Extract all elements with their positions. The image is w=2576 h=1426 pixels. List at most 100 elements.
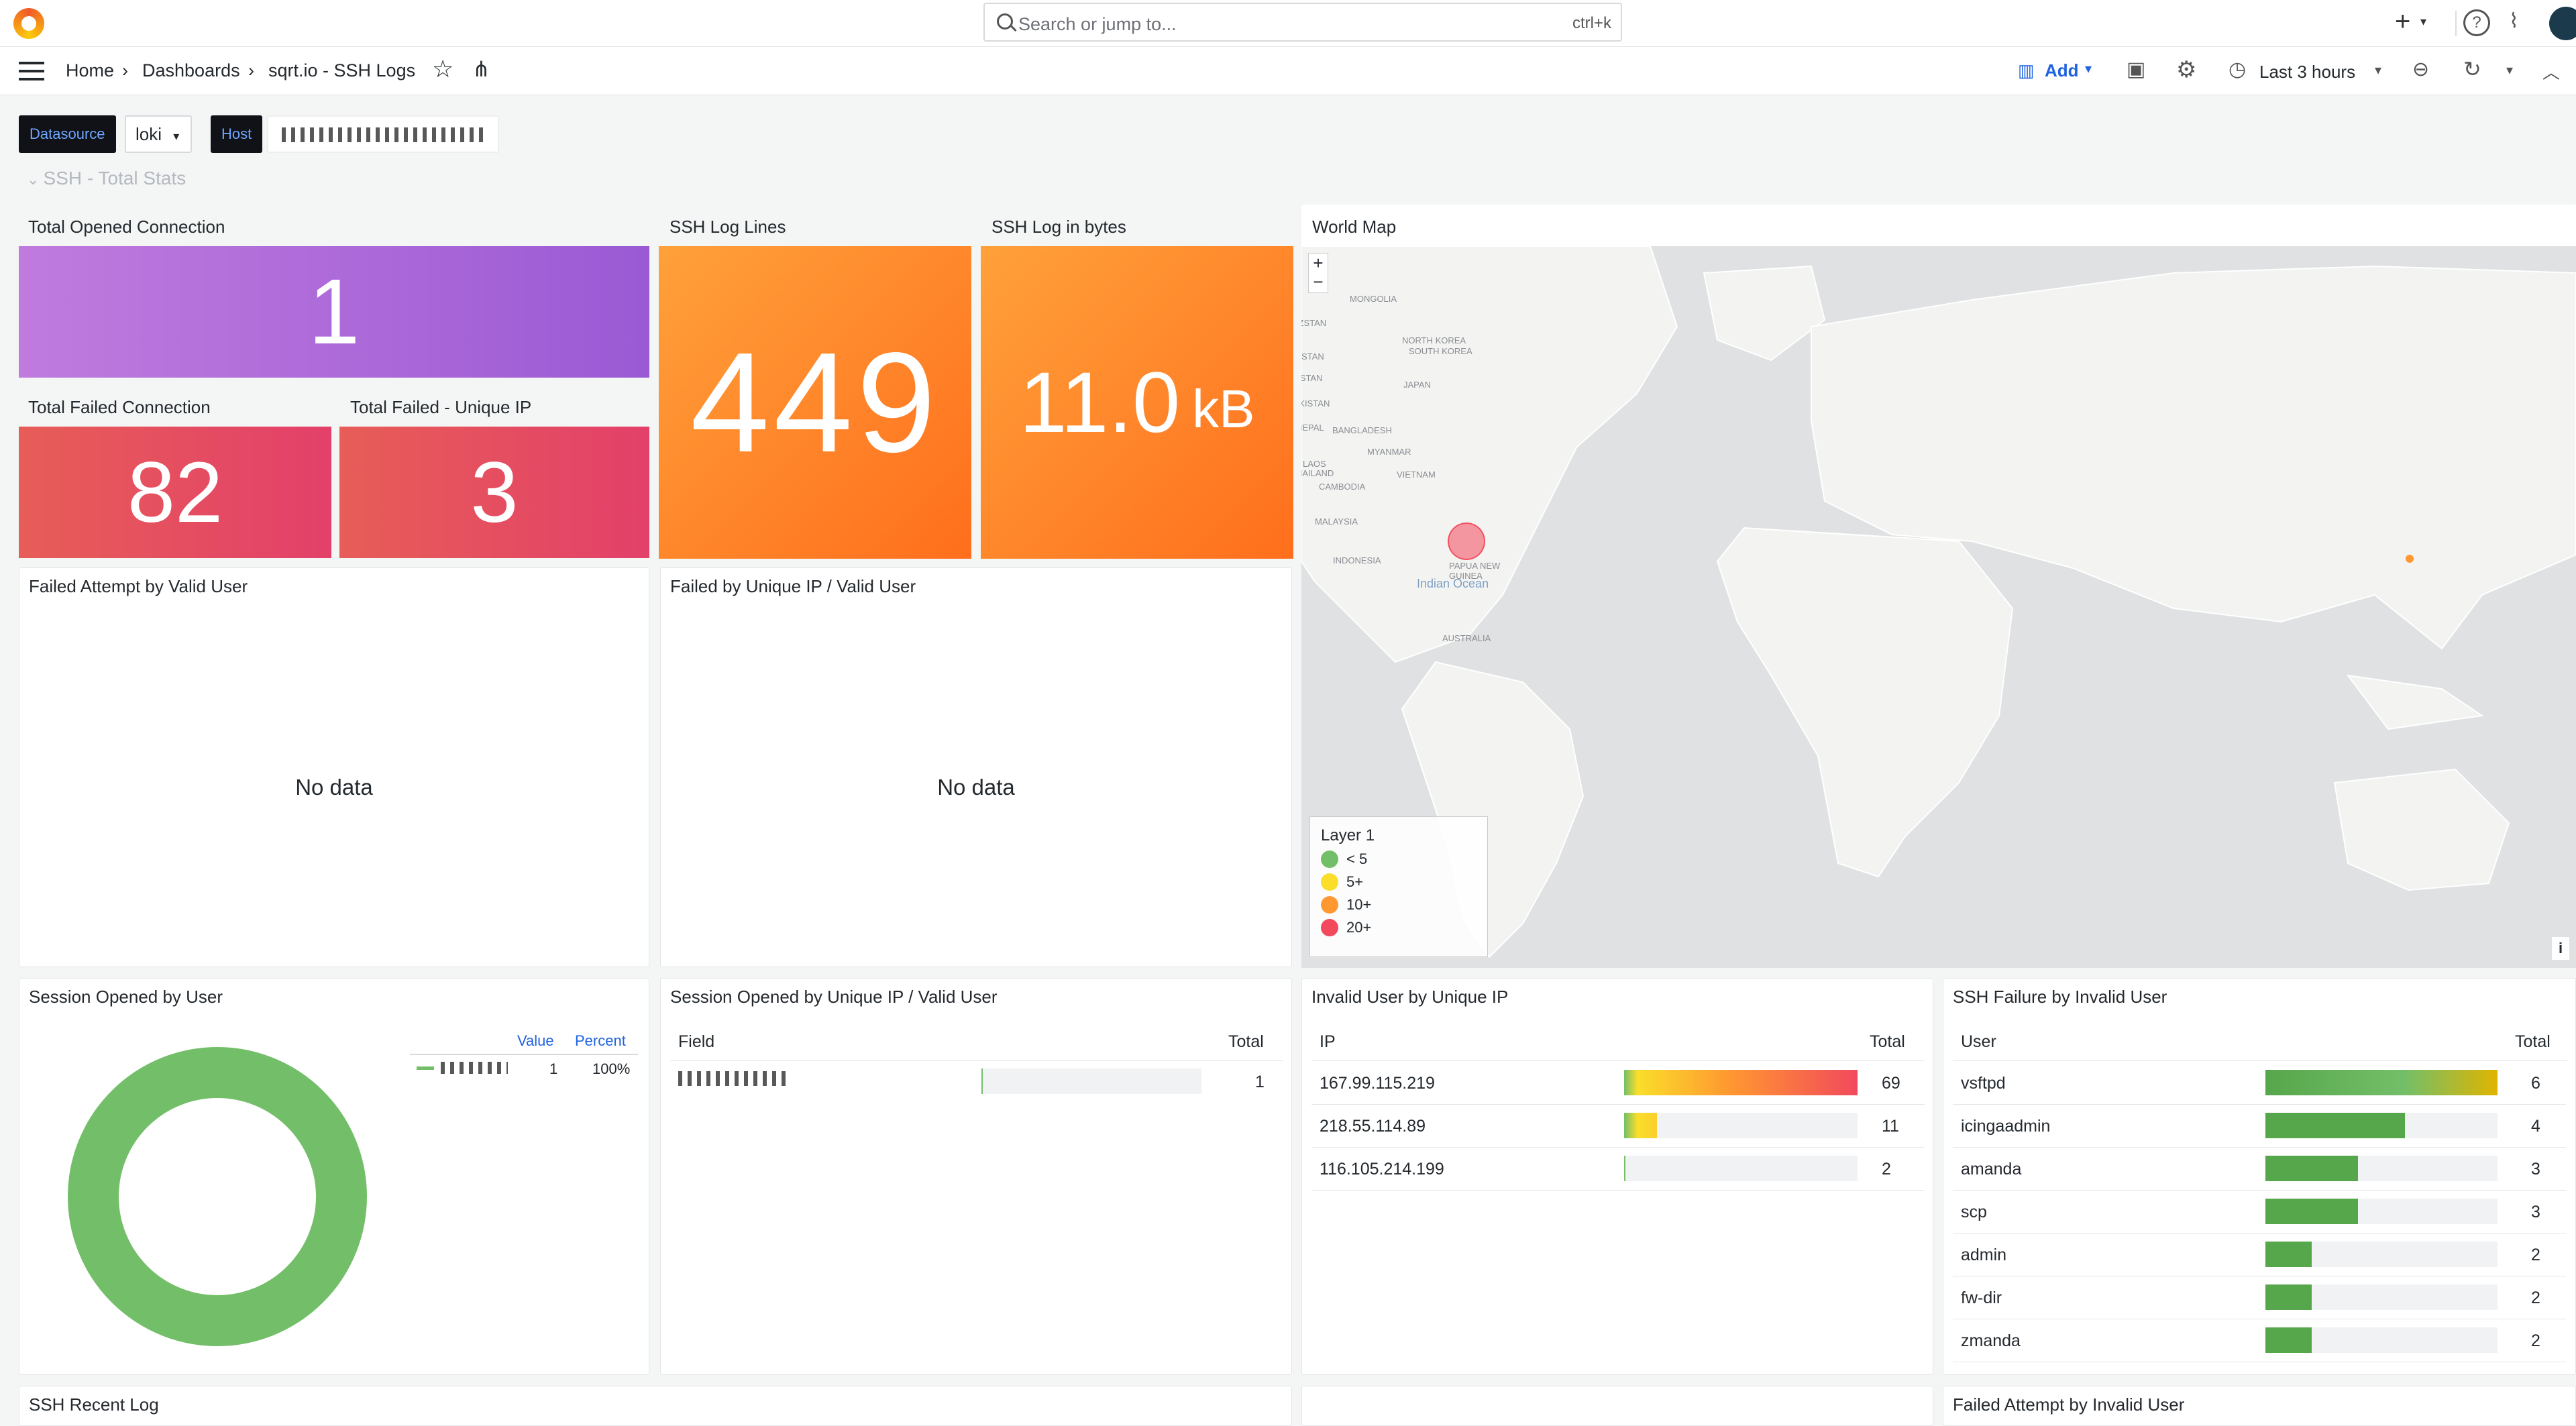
share-icon[interactable]: ⋔	[472, 56, 490, 82]
stat-value: 82	[19, 427, 331, 558]
donut-slice[interactable]	[93, 1073, 341, 1321]
row-title-text: SSH - Total Stats	[44, 168, 186, 188]
clock-icon[interactable]: ◷	[2229, 58, 2246, 81]
panel-total-failed-unique-ip[interactable]: Total Failed - Unique IP 3	[339, 385, 649, 558]
breadcrumb-home[interactable]: Home	[66, 60, 114, 81]
grafana-logo-icon[interactable]	[13, 8, 44, 39]
legend-col-value[interactable]: Value	[517, 1032, 554, 1050]
panel-title: SSH Recent Log	[29, 1394, 159, 1415]
datasource-variable-select[interactable]: loki ▾	[125, 115, 192, 153]
panel-failed-attempt-invalid-user[interactable]: Failed Attempt by Invalid User	[1943, 1386, 2576, 1426]
zoom-in-button[interactable]: +	[1309, 254, 1328, 272]
stat-unit: kB	[1192, 378, 1254, 440]
help-icon[interactable]: ?	[2463, 9, 2490, 36]
map-label: SOUTH KOREA	[1409, 346, 1472, 356]
legend-value: 1	[549, 1060, 557, 1078]
panel-failed-attempt-valid-user[interactable]: Failed Attempt by Valid User No data	[19, 567, 649, 967]
column-header-user[interactable]: User	[1961, 1032, 1996, 1052]
panel-ssh-log-lines[interactable]: SSH Log Lines 449	[659, 205, 971, 559]
chevron-down-icon[interactable]: ▾	[2506, 62, 2513, 78]
time-range-picker[interactable]: Last 3 hours	[2259, 62, 2355, 83]
panel-title: Session Opened by Unique IP / Valid User	[670, 987, 998, 1007]
panel-world-map[interactable]: World Map RUSSIAFINLANDNORWAYSWEDENICELA…	[1301, 205, 2576, 968]
map-label: INDONESIA	[1333, 555, 1381, 565]
map-label: LAOS	[1303, 459, 1326, 469]
legend-item: 5+	[1321, 873, 1477, 891]
chevron-down-icon[interactable]: ▾	[2375, 62, 2381, 78]
add-panel-icon[interactable]: ▥	[2018, 60, 2035, 81]
search-input[interactable]: Search or jump to... ctrl+k	[983, 3, 1622, 42]
new-plus-icon[interactable]: +	[2395, 7, 2410, 37]
stat-value-text: 82	[127, 443, 223, 542]
column-header-total[interactable]: Total	[1870, 1032, 1905, 1052]
legend-label: < 5	[1346, 851, 1367, 868]
host-variable-label: Host	[211, 115, 262, 153]
panel-session-opened-by-user[interactable]: Session Opened by User Value Percent 1 1…	[19, 978, 649, 1375]
panel-failed-unique-ip-valid-user[interactable]: Failed by Unique IP / Valid User No data	[660, 567, 1292, 967]
panel-total-failed-connection[interactable]: Total Failed Connection 82	[19, 385, 331, 558]
panel-session-opened-by-ip[interactable]: Session Opened by Unique IP / Valid User…	[660, 978, 1292, 1375]
chevron-down-icon[interactable]: ▾	[2085, 60, 2092, 77]
panel-total-opened-connection[interactable]: Total Opened Connection 1	[19, 205, 649, 378]
bar-fill	[2265, 1327, 2312, 1353]
table-cell-user: fw-dir	[1961, 1288, 2002, 1308]
add-button[interactable]: Add	[2045, 60, 2079, 81]
panel-ssh-recent-log[interactable]: SSH Recent Log	[19, 1386, 1292, 1426]
panel-title: Invalid User by Unique IP	[1311, 987, 1508, 1007]
bar-fill	[2265, 1284, 2312, 1310]
column-header-ip[interactable]: IP	[1320, 1032, 1336, 1052]
panel-ssh-failure-by-invalid-user[interactable]: SSH Failure by Invalid User User Total v…	[1943, 978, 2576, 1375]
datasource-value: loki	[136, 124, 162, 144]
column-header-total[interactable]: Total	[2515, 1032, 2551, 1052]
panel-title: Total Failed Connection	[28, 397, 211, 418]
legend-col-percent[interactable]: Percent	[575, 1032, 626, 1050]
save-icon[interactable]: ▣	[2127, 58, 2145, 81]
info-button[interactable]: i	[2552, 937, 2569, 960]
panel-empty[interactable]	[1301, 1386, 1933, 1426]
bar-fill	[2265, 1156, 2358, 1181]
divider	[1953, 1104, 2566, 1105]
stat-value-text: 1	[309, 259, 360, 366]
panel-title: Total Failed - Unique IP	[350, 397, 531, 418]
zoom-out-icon[interactable]: ⊖	[2412, 58, 2429, 81]
map-marker[interactable]	[1448, 523, 1485, 560]
zoom-out-button[interactable]: −	[1309, 272, 1328, 291]
search-shortcut: ctrl+k	[1572, 14, 1611, 33]
row-title[interactable]: ⌄ SSH - Total Stats	[27, 168, 186, 189]
divider	[1311, 1190, 1925, 1191]
breadcrumb-dashboards[interactable]: Dashboards	[142, 60, 240, 81]
panel-invalid-user-by-ip[interactable]: Invalid User by Unique IP IP Total 167.9…	[1301, 978, 1933, 1375]
column-header-field[interactable]: Field	[678, 1032, 714, 1052]
map-marker[interactable]	[2406, 555, 2414, 563]
top-bar: Search or jump to... ctrl+k + ▾ ? ⌇	[0, 0, 2576, 47]
divider	[1953, 1060, 2567, 1061]
bar-fill	[2265, 1199, 2358, 1224]
divider	[670, 1060, 1283, 1061]
star-icon[interactable]: ☆	[432, 55, 453, 83]
bar-gauge	[2265, 1327, 2498, 1353]
avatar[interactable]	[2549, 7, 2576, 40]
legend-swatch	[1321, 873, 1338, 891]
legend-percent: 100%	[592, 1060, 630, 1078]
map-label: MYANMAR	[1367, 447, 1411, 457]
host-variable-select[interactable]	[267, 115, 499, 153]
divider	[2455, 11, 2457, 36]
collapse-icon[interactable]: ︿	[2542, 59, 2560, 84]
gear-icon[interactable]: ⚙	[2176, 56, 2196, 83]
legend-title: Layer 1	[1321, 826, 1477, 845]
chevron-down-icon[interactable]: ▾	[2420, 15, 2426, 29]
table-cell-total: 3	[2531, 1160, 2540, 1179]
bar-gauge	[2265, 1113, 2498, 1138]
column-header-total[interactable]: Total	[1228, 1032, 1264, 1052]
donut-chart	[66, 1046, 368, 1348]
bar-gauge	[1624, 1156, 1858, 1181]
menu-icon[interactable]	[19, 62, 44, 80]
refresh-icon[interactable]: ↻	[2463, 56, 2481, 82]
news-icon[interactable]: ⌇	[2509, 9, 2519, 33]
panel-title: World Map	[1312, 217, 1396, 237]
legend-item: < 5	[1321, 851, 1477, 868]
legend-swatch	[417, 1066, 434, 1070]
map-canvas[interactable]: RUSSIAFINLANDNORWAYSWEDENICELANDUNITED K…	[1301, 246, 2576, 968]
divider	[1953, 1147, 2566, 1148]
